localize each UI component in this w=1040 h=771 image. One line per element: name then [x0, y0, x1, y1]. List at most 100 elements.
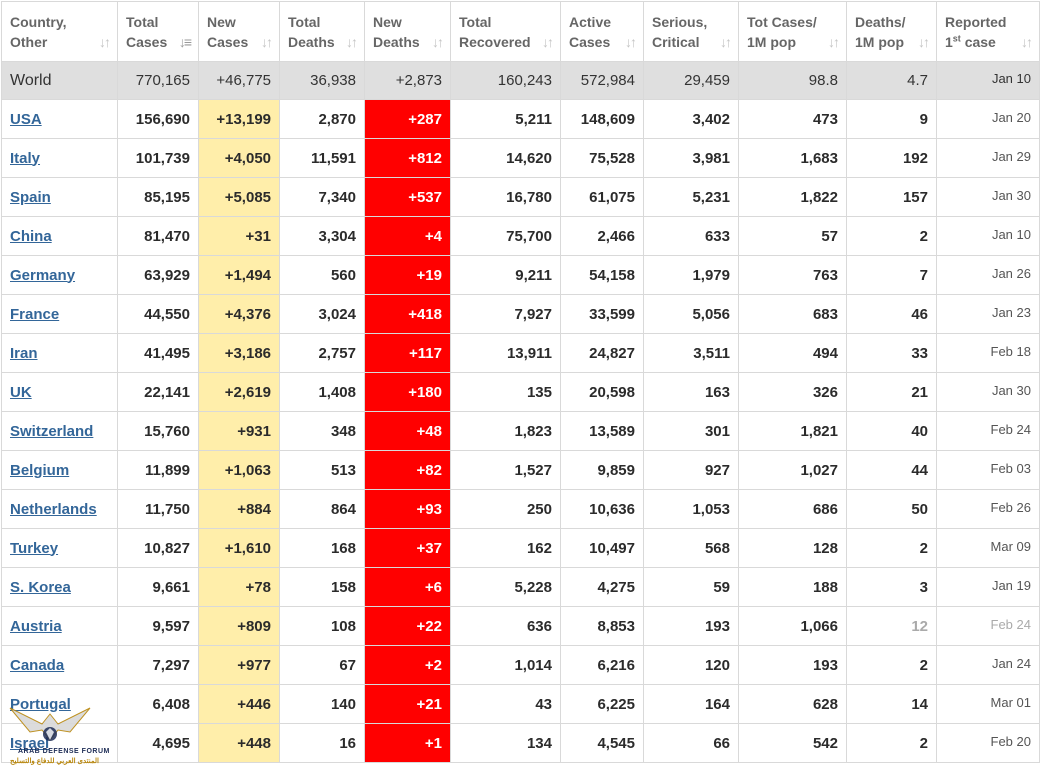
new-cases-cell: +448	[198, 723, 280, 763]
cases-per-million-cell: 542	[738, 723, 847, 763]
cases-per-million-cell: 628	[738, 684, 847, 724]
deaths-per-million-cell: 2	[846, 645, 937, 685]
country-link[interactable]: France	[10, 305, 60, 323]
column-header-total-deaths[interactable]: Total Deaths ↓↑	[279, 1, 365, 62]
cases-per-million-cell: 763	[738, 255, 847, 295]
sort-arrows-icon[interactable]: ↓↑	[918, 34, 930, 50]
deaths-per-million-cell: 2	[846, 723, 937, 763]
sort-descending-icon[interactable]: ↓≡	[178, 34, 192, 50]
column-header-active-cases[interactable]: Active Cases ↓↑	[560, 1, 644, 62]
deaths-per-million-cell: 2	[846, 528, 937, 568]
new-cases-cell: +884	[198, 489, 280, 529]
country-link[interactable]: Belgium	[10, 461, 70, 479]
country-link[interactable]: Canada	[10, 656, 65, 674]
deaths-per-million-cell: 14	[846, 684, 937, 724]
country-cell: China	[1, 216, 118, 256]
cases-per-million-cell: 188	[738, 567, 847, 607]
total-cases-cell: 9,597	[117, 606, 199, 646]
cases-per-million-cell: 1,066	[738, 606, 847, 646]
column-header-country[interactable]: Country, Other ↓↑	[1, 1, 118, 62]
country-cell: Switzerland	[1, 411, 118, 451]
new-cases-cell: +1,494	[198, 255, 280, 295]
column-header-first-case[interactable]: Reported 1st case ↓↑	[936, 1, 1040, 62]
new-deaths-cell: +19	[364, 255, 451, 295]
country-link[interactable]: Netherlands	[10, 500, 97, 518]
sort-arrows-icon[interactable]: ↓↑	[432, 34, 444, 50]
first-case-cell: Mar 09	[936, 528, 1040, 568]
column-header-new-deaths[interactable]: New Deaths ↓↑	[364, 1, 451, 62]
country-link[interactable]: S. Korea	[10, 578, 71, 596]
column-header-deaths-per-million[interactable]: Deaths/1M pop ↓↑	[846, 1, 937, 62]
serious-critical-cell: 568	[643, 528, 739, 568]
total-recovered-cell: 43	[450, 684, 561, 724]
cases-per-million-cell: 1,821	[738, 411, 847, 451]
sort-arrows-icon[interactable]: ↓↑	[625, 34, 637, 50]
first-case-cell: Jan 26	[936, 255, 1040, 295]
total-deaths-cell: 864	[279, 489, 365, 529]
total-cases-cell: 85,195	[117, 177, 199, 217]
country-cell: Spain	[1, 177, 118, 217]
sort-arrows-icon[interactable]: ↓↑	[720, 34, 732, 50]
active-cases-cell: 4,275	[560, 567, 644, 607]
total-deaths-cell: 36,938	[279, 61, 365, 100]
deaths-per-million-cell: 7	[846, 255, 937, 295]
country-link[interactable]: Israel	[10, 734, 50, 752]
country-cell: Turkey	[1, 528, 118, 568]
country-link[interactable]: Switzerland	[10, 422, 94, 440]
country-link[interactable]: Portugal	[10, 695, 71, 713]
serious-critical-cell: 29,459	[643, 61, 739, 100]
total-cases-cell: 11,750	[117, 489, 199, 529]
total-deaths-cell: 140	[279, 684, 365, 724]
deaths-per-million-cell: 50	[846, 489, 937, 529]
country-cell: Austria	[1, 606, 118, 646]
first-case-cell: Jan 29	[936, 138, 1040, 178]
country-link[interactable]: Iran	[10, 344, 38, 362]
total-cases-cell: 6,408	[117, 684, 199, 724]
new-deaths-cell: +22	[364, 606, 451, 646]
total-recovered-cell: 9,211	[450, 255, 561, 295]
sort-arrows-icon[interactable]: ↓↑	[346, 34, 358, 50]
country-cell: Netherlands	[1, 489, 118, 529]
column-header-cases-per-million[interactable]: Tot Cases/1M pop ↓↑	[738, 1, 847, 62]
table-row: Switzerland 15,760 +931 348 +48 1,823 13,589 30…	[1, 411, 1040, 451]
table-row: France 44,550 +4,376 3,024 +418 7,927 33,599 5,…	[1, 294, 1040, 334]
total-deaths-cell: 2,757	[279, 333, 365, 373]
first-case-cell: Jan 30	[936, 177, 1040, 217]
new-cases-cell: +78	[198, 567, 280, 607]
total-deaths-cell: 168	[279, 528, 365, 568]
country-link[interactable]: Italy	[10, 149, 41, 167]
deaths-per-million-cell: 2	[846, 216, 937, 256]
new-cases-cell: +4,050	[198, 138, 280, 178]
cases-per-million-cell: 683	[738, 294, 847, 334]
country-link[interactable]: Germany	[10, 266, 76, 284]
column-header-total-cases[interactable]: Total Cases ↓≡	[117, 1, 199, 62]
cases-per-million-cell: 1,027	[738, 450, 847, 490]
serious-critical-cell: 3,511	[643, 333, 739, 373]
new-cases-cell: +46,775	[198, 61, 280, 100]
cases-per-million-cell: 1,683	[738, 138, 847, 178]
country-link[interactable]: Turkey	[10, 539, 59, 557]
country-link[interactable]: Spain	[10, 188, 51, 206]
country-link[interactable]: China	[10, 227, 52, 245]
table-row: China 81,470 +31 3,304 +4 75,700 2,466 633 57 2 Ja…	[1, 216, 1040, 256]
active-cases-cell: 75,528	[560, 138, 644, 178]
column-header-serious-critical[interactable]: Serious, Critical ↓↑	[643, 1, 739, 62]
country-link[interactable]: UK	[10, 383, 32, 401]
sort-arrows-icon[interactable]: ↓↑	[99, 34, 111, 50]
table-row: USA 156,690 +13,199 2,870 +287 5,211 148,609 3,…	[1, 99, 1040, 139]
serious-critical-cell: 163	[643, 372, 739, 412]
total-recovered-cell: 134	[450, 723, 561, 763]
country-link[interactable]: USA	[10, 110, 42, 128]
country-link[interactable]: Austria	[10, 617, 62, 635]
new-deaths-cell: +93	[364, 489, 451, 529]
country-cell: USA	[1, 99, 118, 139]
serious-critical-cell: 59	[643, 567, 739, 607]
sort-arrows-icon[interactable]: ↓↑	[1021, 34, 1033, 50]
column-header-total-recovered[interactable]: Total Recovered ↓↑	[450, 1, 561, 62]
sort-arrows-icon[interactable]: ↓↑	[828, 34, 840, 50]
new-deaths-cell: +287	[364, 99, 451, 139]
total-cases-cell: 81,470	[117, 216, 199, 256]
sort-arrows-icon[interactable]: ↓↑	[542, 34, 554, 50]
sort-arrows-icon[interactable]: ↓↑	[261, 34, 273, 50]
column-header-new-cases[interactable]: New Cases ↓↑	[198, 1, 280, 62]
